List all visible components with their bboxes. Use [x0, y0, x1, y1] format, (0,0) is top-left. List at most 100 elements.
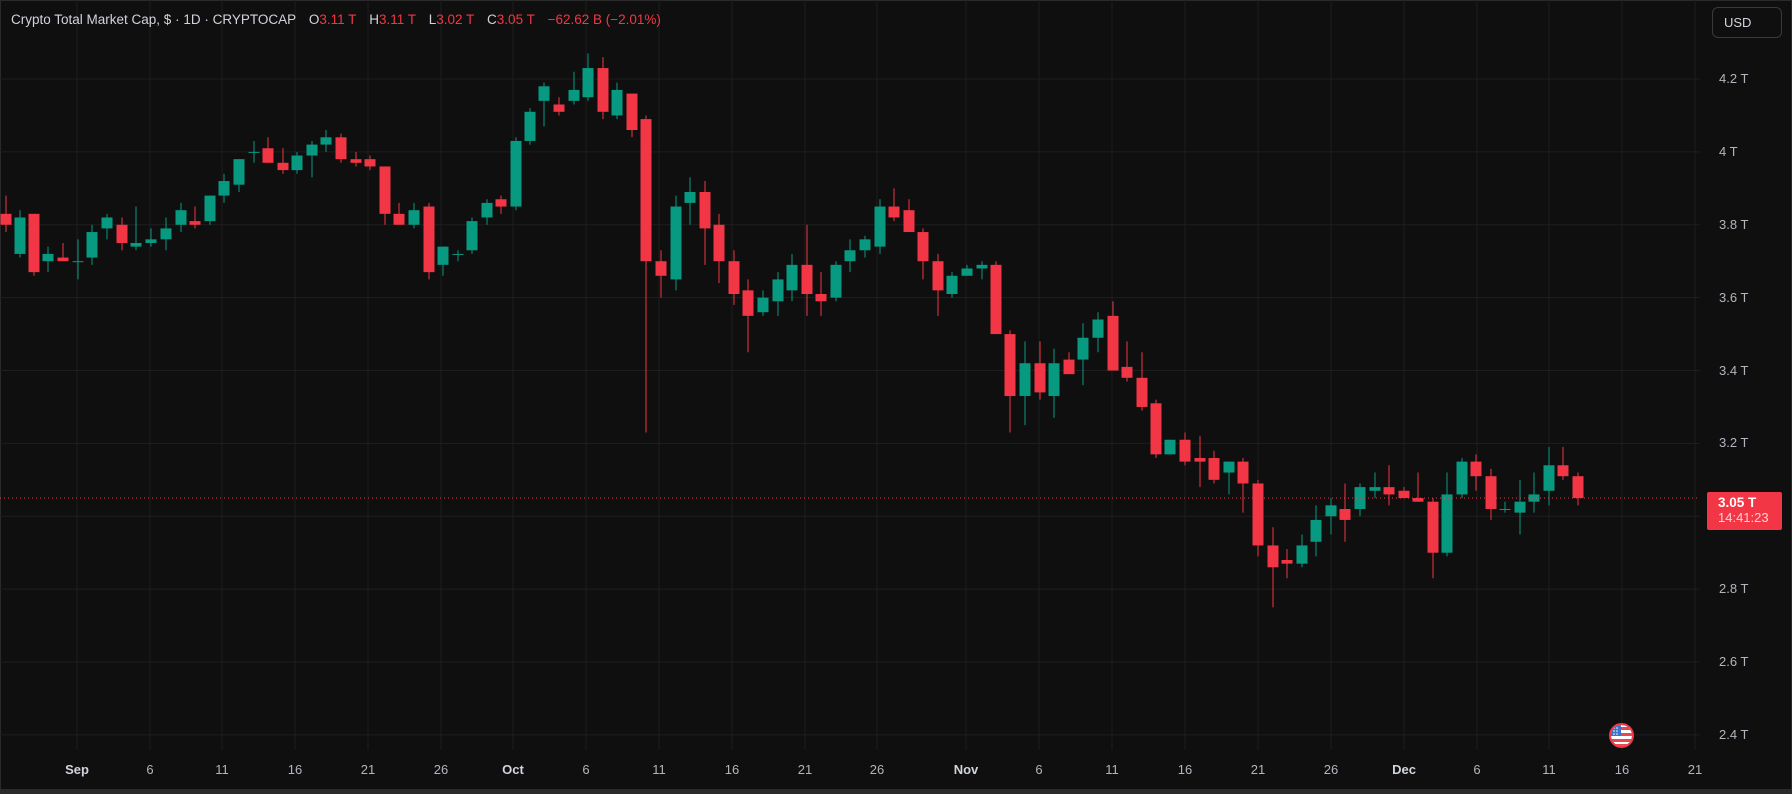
candle [611, 82, 623, 120]
candle [364, 155, 376, 171]
candle [655, 250, 667, 298]
candle [1339, 483, 1351, 542]
price-axis-label: 4.2 T [1719, 71, 1749, 86]
candle [1499, 501, 1511, 513]
candle [1543, 447, 1555, 506]
time-axis-label: 11 [215, 762, 229, 777]
open-label: O [308, 12, 320, 27]
candle [772, 272, 784, 316]
candle [1150, 399, 1162, 458]
candle [1252, 479, 1264, 557]
time-axis-label: 26 [1323, 762, 1339, 777]
candle [582, 53, 594, 101]
candle [408, 202, 420, 229]
candle [291, 151, 303, 174]
time-axis-label: 26 [433, 762, 449, 777]
candle [1281, 549, 1293, 579]
candle [1296, 534, 1308, 568]
time-axis-label: 21 [797, 762, 813, 777]
candle [189, 206, 201, 229]
high-label: H [369, 12, 379, 27]
candle [160, 217, 172, 251]
candle [757, 290, 769, 316]
price-axis-label: 4 T [1719, 143, 1738, 159]
time-axis-label: 6 [1035, 762, 1043, 777]
time-axis-label: 26 [869, 762, 885, 777]
candle [1004, 330, 1016, 433]
candle [42, 246, 54, 273]
candle [350, 151, 362, 167]
candle [568, 71, 580, 105]
time-axis-label: 11 [1105, 762, 1119, 777]
candle [844, 239, 856, 273]
candle [495, 195, 507, 214]
candle [859, 235, 871, 258]
candle [1514, 479, 1526, 535]
candle [1164, 439, 1176, 455]
candle [1179, 432, 1191, 466]
candle [728, 250, 740, 305]
last-price-tag: 3.05 T 14:41:23 [1707, 492, 1782, 530]
time-axis-label: 6 [582, 762, 590, 777]
price-axis-label: 3.2 T [1719, 435, 1749, 451]
time-axis-label: 21 [1250, 762, 1266, 777]
candle [14, 210, 26, 258]
candle [1121, 341, 1133, 382]
candle [976, 261, 988, 280]
low-label: L [428, 12, 437, 27]
time-axis-label: 11 [1542, 762, 1556, 777]
time-axis-label: Nov [953, 762, 979, 777]
currency-button[interactable]: USD [1712, 7, 1782, 38]
candle [1048, 348, 1060, 418]
candle [1194, 436, 1206, 488]
time-axis-label: Oct [502, 762, 524, 777]
us-flag-icon[interactable] [1609, 723, 1634, 748]
candle [116, 217, 128, 251]
candle [437, 246, 449, 276]
candle [452, 250, 464, 262]
candle [145, 228, 157, 247]
symbol-title[interactable]: Crypto Total Market Cap, $ · 1D · CRYPTO… [11, 12, 297, 27]
candle [1528, 472, 1540, 513]
price-axis-label: 2.6 T [1719, 654, 1749, 670]
low-value: 3.02 T [436, 12, 475, 27]
time-axis-label: 21 [360, 762, 376, 777]
bottom-border [0, 789, 1792, 794]
candle [1136, 352, 1148, 411]
candle [393, 202, 405, 225]
candle [28, 213, 40, 276]
time-axis-label: 16 [1177, 762, 1193, 777]
high-value: 3.11 T [378, 12, 416, 27]
candle [510, 137, 522, 211]
candle [1325, 498, 1337, 535]
grid-lines [0, 0, 1700, 750]
candle [1557, 447, 1569, 480]
candle [932, 253, 944, 316]
candle [262, 137, 274, 163]
candle [101, 213, 113, 240]
candle [57, 242, 69, 262]
candle [204, 195, 216, 225]
candle [640, 115, 652, 433]
candle [277, 148, 289, 174]
candle [1572, 472, 1584, 506]
candle [524, 108, 536, 145]
time-axis-label: 16 [287, 762, 303, 777]
candle [175, 202, 187, 233]
price-axis-label: 2.4 T [1719, 726, 1749, 742]
candle [423, 202, 435, 280]
candles [0, 53, 1584, 608]
candle [961, 264, 973, 276]
candle [1267, 527, 1279, 608]
candle [1383, 465, 1395, 506]
candle [713, 213, 725, 284]
candle [1369, 472, 1381, 499]
candle [1063, 352, 1075, 375]
candle [684, 177, 696, 225]
candle [1470, 454, 1482, 491]
candle [874, 199, 886, 254]
price-axis-label: 2.8 T [1719, 581, 1749, 597]
time-axis-label: Sep [65, 762, 89, 777]
